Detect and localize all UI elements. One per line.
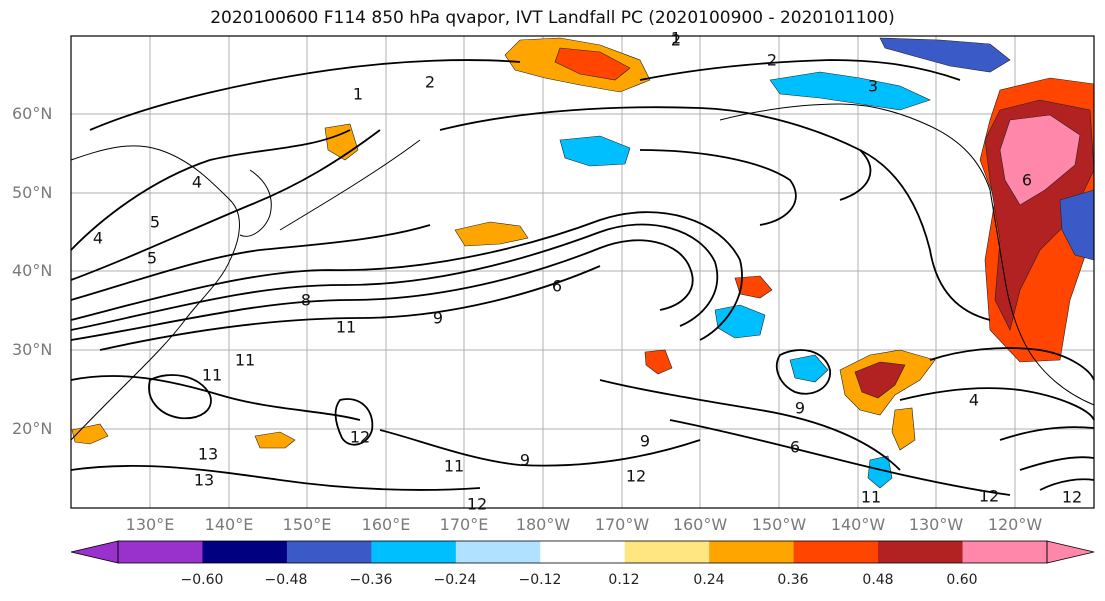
- lon-label-140w: 140°W: [830, 515, 886, 534]
- contour-line: [669, 419, 1011, 496]
- lon-label-170e: 170°E: [439, 515, 489, 534]
- lon-label-170w: 170°W: [594, 515, 650, 534]
- contour-line: [334, 398, 374, 446]
- colorbar-segment: [624, 541, 710, 563]
- contour-line: [1019, 456, 1095, 471]
- colorbar-outline: [117, 540, 1048, 564]
- lon-label-150e: 150°E: [282, 515, 332, 534]
- colorbar-segment: [709, 541, 795, 563]
- lat-label-30n: 30°N: [12, 340, 53, 359]
- contour-line: [899, 387, 1095, 421]
- contour-line: [70, 129, 351, 251]
- anomaly-patch-orange-se: [891, 407, 916, 451]
- lon-label-160w: 160°W: [672, 515, 728, 534]
- anomaly-fills: [71, 37, 1095, 489]
- colorbar-segment: [118, 541, 203, 563]
- contour-line: [148, 374, 212, 420]
- coastline-alaska: [719, 103, 991, 191]
- colorbar-extend-min: [70, 540, 119, 564]
- coastline-north-america: [989, 189, 1095, 406]
- contour-line: [639, 59, 961, 81]
- colorbar-segment: [878, 541, 964, 563]
- map-background: [71, 36, 1094, 508]
- colorbar-segment: [962, 541, 1048, 563]
- contour-line: [99, 265, 601, 351]
- contour-line: [775, 349, 831, 395]
- colorbar-tick-label: −0.24: [433, 572, 477, 588]
- colorbar-tick-label: −0.48: [264, 572, 308, 588]
- lon-label-130w: 130°W: [908, 515, 964, 534]
- coastline-aleutians: [279, 139, 421, 231]
- contour-line: [70, 211, 743, 341]
- anomaly-negative-alaska-outer: [769, 71, 931, 111]
- colorbar-segment: [286, 541, 372, 563]
- colorbar-segment: [202, 541, 288, 563]
- lon-label-120w: 120°W: [987, 515, 1043, 534]
- anomaly-patch-orange-tropic: [254, 431, 296, 449]
- contour-line: [439, 106, 872, 201]
- lat-label-40n: 40°N: [12, 261, 53, 280]
- coastline-asia: [70, 145, 240, 441]
- figure-title: 2020100600 F114 850 hPa qvapor, IVT Land…: [210, 8, 895, 28]
- contour-line: [70, 239, 694, 341]
- anomaly-positive-core: [554, 47, 631, 81]
- lat-label-20n: 20°N: [12, 419, 53, 438]
- contour-line: [1039, 478, 1095, 491]
- lat-label-50n: 50°N: [12, 183, 53, 202]
- contour-line: [999, 426, 1095, 441]
- anomaly-negative-alaska: [879, 37, 1011, 73]
- anomaly-patch-red-tropic: [644, 349, 673, 375]
- lon-label-140e: 140°E: [204, 515, 254, 534]
- colorbar-tick-label: −0.36: [349, 572, 393, 588]
- anomaly-patch-blue-tropic: [789, 354, 829, 383]
- colorbar-tick-label: 0.12: [608, 572, 640, 588]
- coastlines: [70, 103, 1095, 441]
- anomaly-negative-inland: [1059, 189, 1095, 261]
- contour-line: [70, 224, 431, 301]
- lon-label-180w: 180°W: [515, 515, 571, 534]
- contour-line: [859, 149, 991, 321]
- colorbar-tick-label: 0.36: [777, 572, 809, 588]
- lat-label-60n: 60°N: [12, 104, 53, 123]
- colorbar-extend-max: [1046, 540, 1095, 564]
- contour-line: [599, 379, 901, 471]
- colorbar-tick-label: 0.48: [862, 572, 894, 588]
- contour-line: [70, 223, 719, 331]
- map-frame: [70, 35, 1095, 509]
- gridlines: [71, 36, 1094, 508]
- lon-label-130e: 130°E: [125, 515, 175, 534]
- colorbar: [70, 540, 1095, 564]
- colorbar-segment: [371, 541, 457, 563]
- contour-line: [929, 347, 1095, 381]
- contour-line: [379, 429, 701, 467]
- colorbar-segment: [540, 541, 626, 563]
- coastline-kamchatka: [239, 169, 272, 237]
- colorbar-segment: [793, 541, 879, 563]
- lon-label-150w: 150°W: [751, 515, 807, 534]
- colorbar-tick-label: −0.60: [180, 572, 224, 588]
- colorbar-tick-label: 0.24: [693, 572, 725, 588]
- contour-line: [70, 129, 381, 281]
- anomaly-patch-cyan-west: [559, 135, 631, 167]
- contour-line: [89, 59, 521, 131]
- anomaly-positive-subtropical-core: [854, 361, 906, 399]
- colorbar-segment: [455, 541, 541, 563]
- colorbar-tick-label: −0.12: [518, 572, 562, 588]
- contour-line: [70, 464, 481, 491]
- lon-label-160e: 160°E: [361, 515, 411, 534]
- ivt-contours: [70, 59, 1095, 496]
- anomaly-pink-core: [999, 114, 1081, 206]
- colorbar-tick-label: 0.60: [946, 572, 978, 588]
- contour-line: [70, 375, 361, 421]
- contour-line: [639, 149, 797, 226]
- anomaly-patch-orange-west: [454, 221, 529, 247]
